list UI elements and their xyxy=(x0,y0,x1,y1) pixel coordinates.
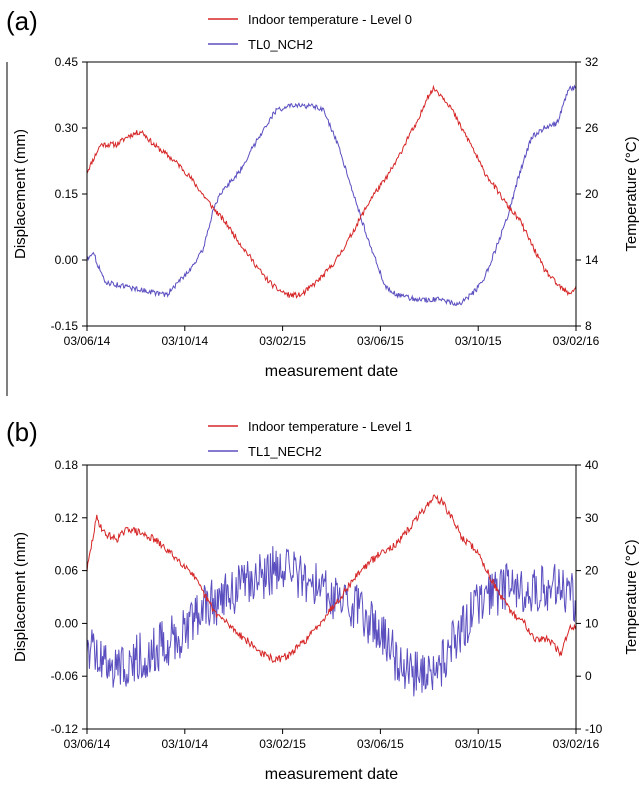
legend-label: Indoor temperature - Level 0 xyxy=(248,12,412,27)
x-tick-label: 03/10/15 xyxy=(455,334,502,348)
x-axis-label: measurement date xyxy=(265,766,399,783)
x-tick-label: 03/02/15 xyxy=(259,334,306,348)
x-axis-label: measurement date xyxy=(265,363,399,380)
y-left-axis-label: Displacement (mm) xyxy=(12,129,29,259)
legend-label: TL0_NCH2 xyxy=(248,37,313,52)
y-left-tick-label: 0.00 xyxy=(55,616,79,630)
x-tick-label: 03/06/14 xyxy=(64,334,111,348)
legend-label: Indoor temperature - Level 1 xyxy=(248,419,412,434)
legend-label: TL1_NECH2 xyxy=(248,444,322,459)
y-right-tick-label: 40 xyxy=(585,458,599,472)
x-tick-label: 03/02/15 xyxy=(259,737,306,751)
y-right-axis-label: Temperature (°C) xyxy=(623,539,640,654)
y-right-tick-label: 10 xyxy=(585,616,599,630)
series-line-temperature xyxy=(87,84,576,299)
y-right-axis-label: Temperature (°C) xyxy=(623,136,640,251)
y-left-tick-label: 0.06 xyxy=(55,564,79,578)
series-line-displacement xyxy=(87,546,576,697)
y-right-tick-label: 26 xyxy=(585,121,599,135)
series-line-temperature xyxy=(87,494,576,664)
y-right-tick-label: 0 xyxy=(585,669,592,683)
y-right-tick-label: -10 xyxy=(585,722,603,736)
x-tick-label: 03/10/15 xyxy=(455,737,502,751)
plot-frame xyxy=(86,61,577,327)
panel-label: (a) xyxy=(6,6,38,36)
panel-b-chart: 03/06/14 03/10/14 03/02/15 03/06/15 03/10/15… xyxy=(6,417,640,783)
y-left-tick-label: 0.45 xyxy=(55,55,79,69)
y-left-tick-label: -0.15 xyxy=(51,319,79,333)
y-right-tick-label: 32 xyxy=(585,55,599,69)
x-tick-label: 03/02/16 xyxy=(553,334,600,348)
y-left-tick-label: 0.15 xyxy=(55,187,79,201)
series-line-displacement xyxy=(87,84,576,307)
y-left-tick-label: -0.06 xyxy=(51,669,79,683)
x-tick-label: 03/10/14 xyxy=(161,334,208,348)
y-right-tick-label: 20 xyxy=(585,187,599,201)
x-tick-label: 03/02/16 xyxy=(553,737,600,751)
x-tick-label: 03/06/14 xyxy=(64,737,111,751)
y-right-tick-label: 8 xyxy=(585,319,592,333)
panel-label: (b) xyxy=(6,417,38,447)
x-tick-label: 03/10/14 xyxy=(161,737,208,751)
y-right-tick-label: 20 xyxy=(585,564,599,578)
y-left-tick-label: 0.00 xyxy=(55,253,79,267)
plot-frame xyxy=(86,464,577,730)
y-left-tick-label: 0.18 xyxy=(55,458,79,472)
x-tick-label: 03/06/15 xyxy=(357,737,404,751)
y-right-tick-label: 30 xyxy=(585,511,599,525)
y-left-tick-label: 0.12 xyxy=(55,511,79,525)
y-left-tick-label: -0.12 xyxy=(51,722,79,736)
panel-a-chart: 03/06/14 03/10/14 03/02/15 03/06/15 03/10/15… xyxy=(6,6,640,380)
y-left-tick-label: 0.30 xyxy=(55,121,79,135)
y-right-tick-label: 14 xyxy=(585,253,599,267)
x-tick-label: 03/06/15 xyxy=(357,334,404,348)
y-left-axis-label: Displacement (mm) xyxy=(12,532,29,662)
